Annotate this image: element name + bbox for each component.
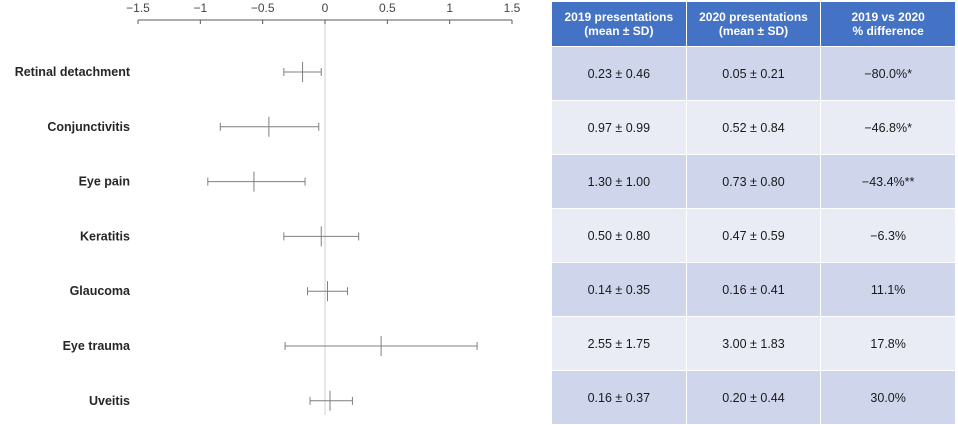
table-row: 0.14 ± 0.35 0.16 ± 0.41 11.1%: [551, 262, 956, 317]
header-percent-difference: 2019 vs 2020 % difference: [820, 1, 956, 47]
table-row: 0.16 ± 0.37 0.20 ± 0.44 30.0%: [551, 370, 956, 425]
x-tick-label: −1: [193, 1, 207, 15]
cell-2019: 2.55 ± 1.75: [551, 316, 687, 371]
results-table: 2019 presentations (mean ± SD) 2020 pres…: [551, 1, 956, 425]
cell-2020: 3.00 ± 1.83: [685, 316, 822, 371]
cell-2019: 0.50 ± 0.80: [551, 208, 687, 263]
table-row: 0.23 ± 0.46 0.05 ± 0.21 −80.0%*: [551, 46, 956, 101]
cell-2019: 0.16 ± 0.37: [551, 370, 687, 425]
header-2020-presentations: 2020 presentations (mean ± SD): [685, 1, 822, 47]
x-tick-label: 1: [446, 1, 453, 15]
x-tick-label: −0.5: [251, 1, 275, 15]
row-label: Uveitis: [89, 394, 130, 408]
table-row: 0.50 ± 0.80 0.47 ± 0.59 −6.3%: [551, 208, 956, 263]
cell-difference: −46.8%*: [820, 100, 956, 155]
forest-row: Uveitis: [89, 390, 353, 411]
forest-row: Eye pain: [79, 171, 306, 192]
table-header-row: 2019 presentations (mean ± SD) 2020 pres…: [551, 1, 956, 47]
forest-row: Glaucoma: [70, 281, 348, 302]
table-row: 1.30 ± 1.00 0.73 ± 0.80 −43.4%**: [551, 154, 956, 209]
forest-row: Eye trauma: [63, 336, 478, 356]
cell-difference: 30.0%: [820, 370, 956, 425]
cell-difference: −80.0%*: [820, 46, 956, 101]
header-2019-line2: (mean ± SD): [584, 24, 654, 38]
row-label: Conjunctivitis: [47, 120, 130, 134]
cell-difference: 11.1%: [820, 262, 956, 317]
forest-row: Retinal detachment: [15, 62, 322, 82]
cell-2020: 0.16 ± 0.41: [685, 262, 822, 317]
cell-2020: 0.47 ± 0.59: [685, 208, 822, 263]
header-2019-line1: 2019 presentations: [564, 10, 674, 24]
cell-2019: 1.30 ± 1.00: [551, 154, 687, 209]
cell-difference: −6.3%: [820, 208, 956, 263]
header-2020-line1: 2020 presentations: [699, 10, 808, 24]
cell-2020: 0.73 ± 0.80: [685, 154, 822, 209]
forest-row: Keratitis: [80, 226, 360, 247]
cell-2020: 0.52 ± 0.84: [685, 100, 822, 155]
header-diff-line1: 2019 vs 2020: [851, 10, 925, 24]
row-label: Eye trauma: [63, 339, 131, 353]
forest-row: Conjunctivitis: [47, 116, 320, 137]
x-tick-label: 0: [322, 1, 329, 15]
row-label: Retinal detachment: [15, 65, 131, 79]
row-label: Eye pain: [79, 175, 130, 189]
header-2020-line2: (mean ± SD): [718, 24, 789, 38]
row-label: Glaucoma: [70, 284, 131, 298]
forest-plot: −1.5 −1 −0.5 0 0.5 1 1.5 Retinal detachment Con…: [15, 1, 521, 415]
cell-2019: 0.14 ± 0.35: [551, 262, 687, 317]
cell-2020: 0.20 ± 0.44: [685, 370, 822, 425]
forest-rows: Retinal detachment Conjunctivitis Eye pain…: [15, 62, 478, 411]
table-row: 2.55 ± 1.75 3.00 ± 1.83 17.8%: [551, 316, 956, 371]
cell-2019: 0.23 ± 0.46: [551, 46, 687, 101]
cell-2020: 0.05 ± 0.21: [685, 46, 822, 101]
header-diff-line2: % difference: [852, 24, 924, 38]
x-tick-label: −1.5: [126, 1, 150, 15]
row-label: Keratitis: [80, 229, 130, 243]
x-axis: −1.5 −1 −0.5 0 0.5 1 1.5: [126, 1, 521, 415]
table-row: 0.97 ± 0.99 0.52 ± 0.84 −46.8%*: [551, 100, 956, 155]
cell-difference: 17.8%: [820, 316, 956, 371]
cell-difference: −43.4%**: [820, 154, 956, 209]
x-tick-label: 0.5: [379, 1, 396, 15]
x-tick-label: 1.5: [504, 1, 521, 15]
cell-2019: 0.97 ± 0.99: [551, 100, 687, 155]
header-2019-presentations: 2019 presentations (mean ± SD): [551, 1, 687, 47]
